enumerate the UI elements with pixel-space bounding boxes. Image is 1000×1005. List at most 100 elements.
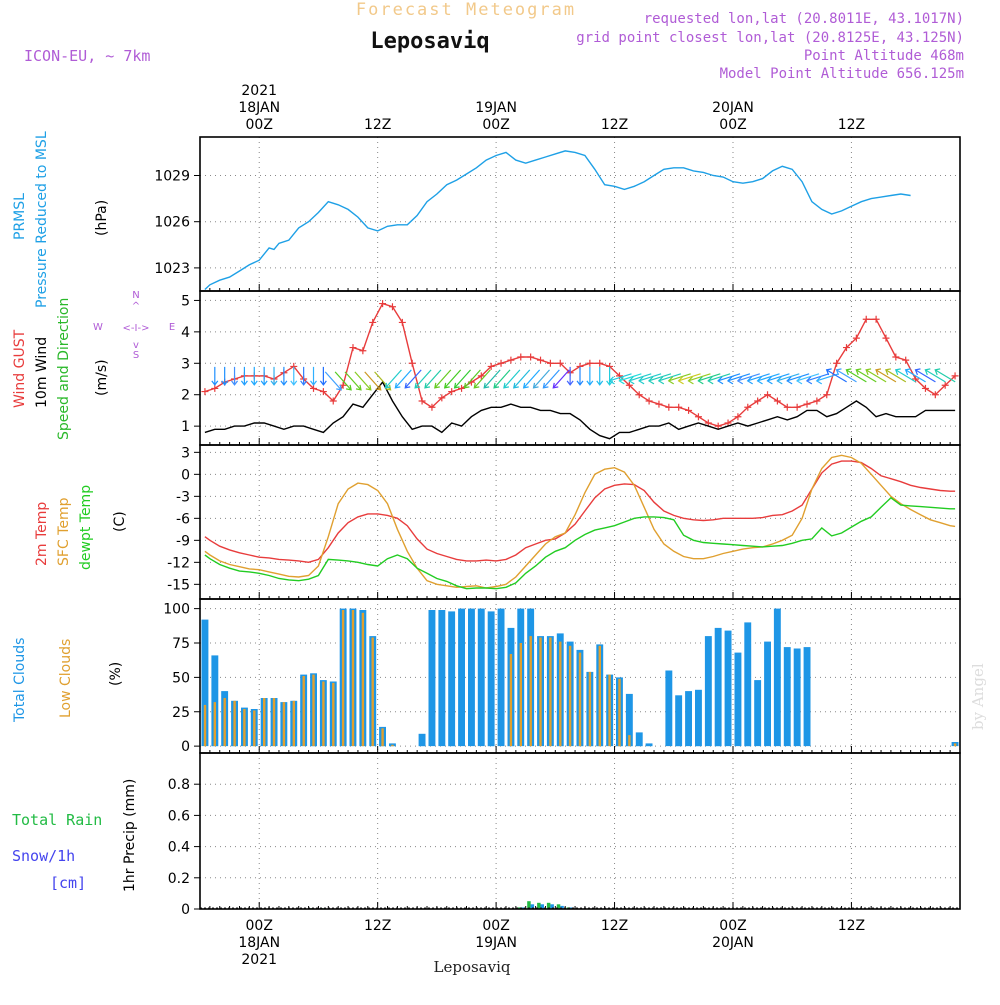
wind-direction-arrow <box>717 373 741 385</box>
wind-direction-arrow <box>776 373 800 385</box>
wind-direction-arrow <box>566 366 574 386</box>
gust-marker <box>527 353 535 361</box>
gust-marker <box>398 318 406 326</box>
top-time-label: 00Z <box>246 117 273 133</box>
wind-direction-arrow <box>746 373 770 385</box>
wind-direction-arrow <box>914 368 936 383</box>
ytick-label: 50 <box>172 670 190 686</box>
low-cloud-bar <box>243 709 246 747</box>
panel-frame <box>199 752 961 910</box>
top-title: Forecast Meteogram <box>356 0 576 20</box>
ytick-label: 3 <box>181 445 190 461</box>
top-time-label: 12Z <box>364 117 391 133</box>
wind-direction-arrow <box>855 368 877 383</box>
low-cloud-bar <box>628 735 631 747</box>
ylabel-2m-temp: 2m Temp <box>34 502 50 566</box>
low-cloud-bar <box>341 610 345 747</box>
gust-marker <box>596 359 604 367</box>
ylabel-low-clouds: Low Clouds <box>58 639 74 718</box>
wind-direction-arrow <box>221 366 229 386</box>
ytick-label: -12 <box>167 555 190 571</box>
temp-2m-line <box>204 460 956 564</box>
bottom-time-label: 18JAN <box>238 935 280 951</box>
wind-direction-arrow <box>845 368 867 383</box>
wind-direction-arrow <box>894 368 917 383</box>
wind-direction-arrow <box>483 369 501 389</box>
low-cloud-bar <box>361 612 365 747</box>
total-cloud-bar <box>497 608 505 747</box>
gust-marker <box>388 303 396 311</box>
gust-marker <box>507 356 515 364</box>
gust-marker <box>951 372 959 380</box>
gust-marker <box>773 397 781 405</box>
top-time-label: 19JAN <box>475 100 517 116</box>
ytick-label: 4 <box>181 325 190 341</box>
wind-direction-arrow <box>324 371 343 391</box>
gust-marker <box>546 359 554 367</box>
low-cloud-bar <box>529 636 532 747</box>
gust-marker <box>882 334 890 342</box>
total-cloud-bar <box>438 610 446 747</box>
total-cloud-bar <box>428 610 436 747</box>
ytick-label: 5 <box>181 293 190 309</box>
wind-direction-arrow <box>280 366 288 386</box>
gridpoint-coords: grid point closest lon,lat (20.8125E, 43… <box>576 30 964 46</box>
wind-direction-arrow <box>310 366 317 386</box>
ytick-label: 0.4 <box>168 840 190 856</box>
gust-marker <box>497 359 505 367</box>
wind-direction-arrow <box>697 373 721 385</box>
legend-cm: [cm] <box>50 874 86 892</box>
top-time-label: 00Z <box>719 117 746 133</box>
total-cloud-bar <box>487 611 495 747</box>
wind-direction-arrow <box>384 369 402 389</box>
low-cloud-bar <box>351 610 355 747</box>
wind-direction-arrow <box>726 373 751 385</box>
ylabel-precip: 1hr Precip (mm) <box>122 779 138 892</box>
ytick-label: 25 <box>172 705 190 721</box>
wind-direction-arrow <box>542 369 560 389</box>
gust-marker <box>842 344 850 352</box>
wind-direction-arrow <box>875 368 897 383</box>
gust-marker <box>921 384 929 392</box>
low-cloud-bar <box>608 674 611 747</box>
gust-marker <box>379 300 387 308</box>
ytick-label: 0.6 <box>168 808 190 824</box>
low-cloud-bar <box>539 637 542 747</box>
wind-direction-arrow <box>885 368 907 383</box>
rain-bar <box>546 902 551 909</box>
gust-marker <box>428 403 436 411</box>
ylabel-prmsl: PRMSL <box>12 193 28 240</box>
model-label: ICON-EU, ~ 7km <box>24 47 150 65</box>
bottom-time-label: 00Z <box>719 918 746 934</box>
gust-marker <box>685 406 693 414</box>
compass-arrow: <-I-> <box>123 323 150 334</box>
panel-wind: 1 2 3 4 5 Wind GUST 10m Wind Speed and Directio… <box>12 290 960 445</box>
wind-direction-arrow <box>667 373 691 385</box>
bottom-time-label: 12Z <box>838 918 865 934</box>
ytick-label: -6 <box>176 511 190 527</box>
ytick-label: -3 <box>176 489 190 505</box>
ytick-label: -15 <box>167 577 190 593</box>
ytick-label: -9 <box>176 533 190 549</box>
gust-marker <box>438 394 446 402</box>
requested-coords: requested lon,lat (20.8011E, 43.1017N) <box>644 11 964 27</box>
gust-marker <box>862 315 870 323</box>
gust-marker <box>310 384 318 392</box>
wind-direction-arrow <box>463 369 481 389</box>
total-cloud-bar <box>448 611 456 747</box>
snow-bar <box>550 904 554 909</box>
wind-direction-arrow <box>707 373 731 385</box>
wind-direction-arrow <box>596 366 604 386</box>
rain-bar <box>527 901 531 909</box>
wind-direction-arrow <box>638 373 662 385</box>
wind-direction-arrow <box>647 373 672 385</box>
ylabel-total-clouds: Total Clouds <box>12 638 28 723</box>
bottom-time-label: 12Z <box>364 918 391 934</box>
ylabel-celsius: (C) <box>112 511 128 532</box>
ytick-label: 1 <box>181 419 190 435</box>
sfc-temp-line <box>204 454 956 589</box>
low-cloud-bar <box>223 698 226 747</box>
